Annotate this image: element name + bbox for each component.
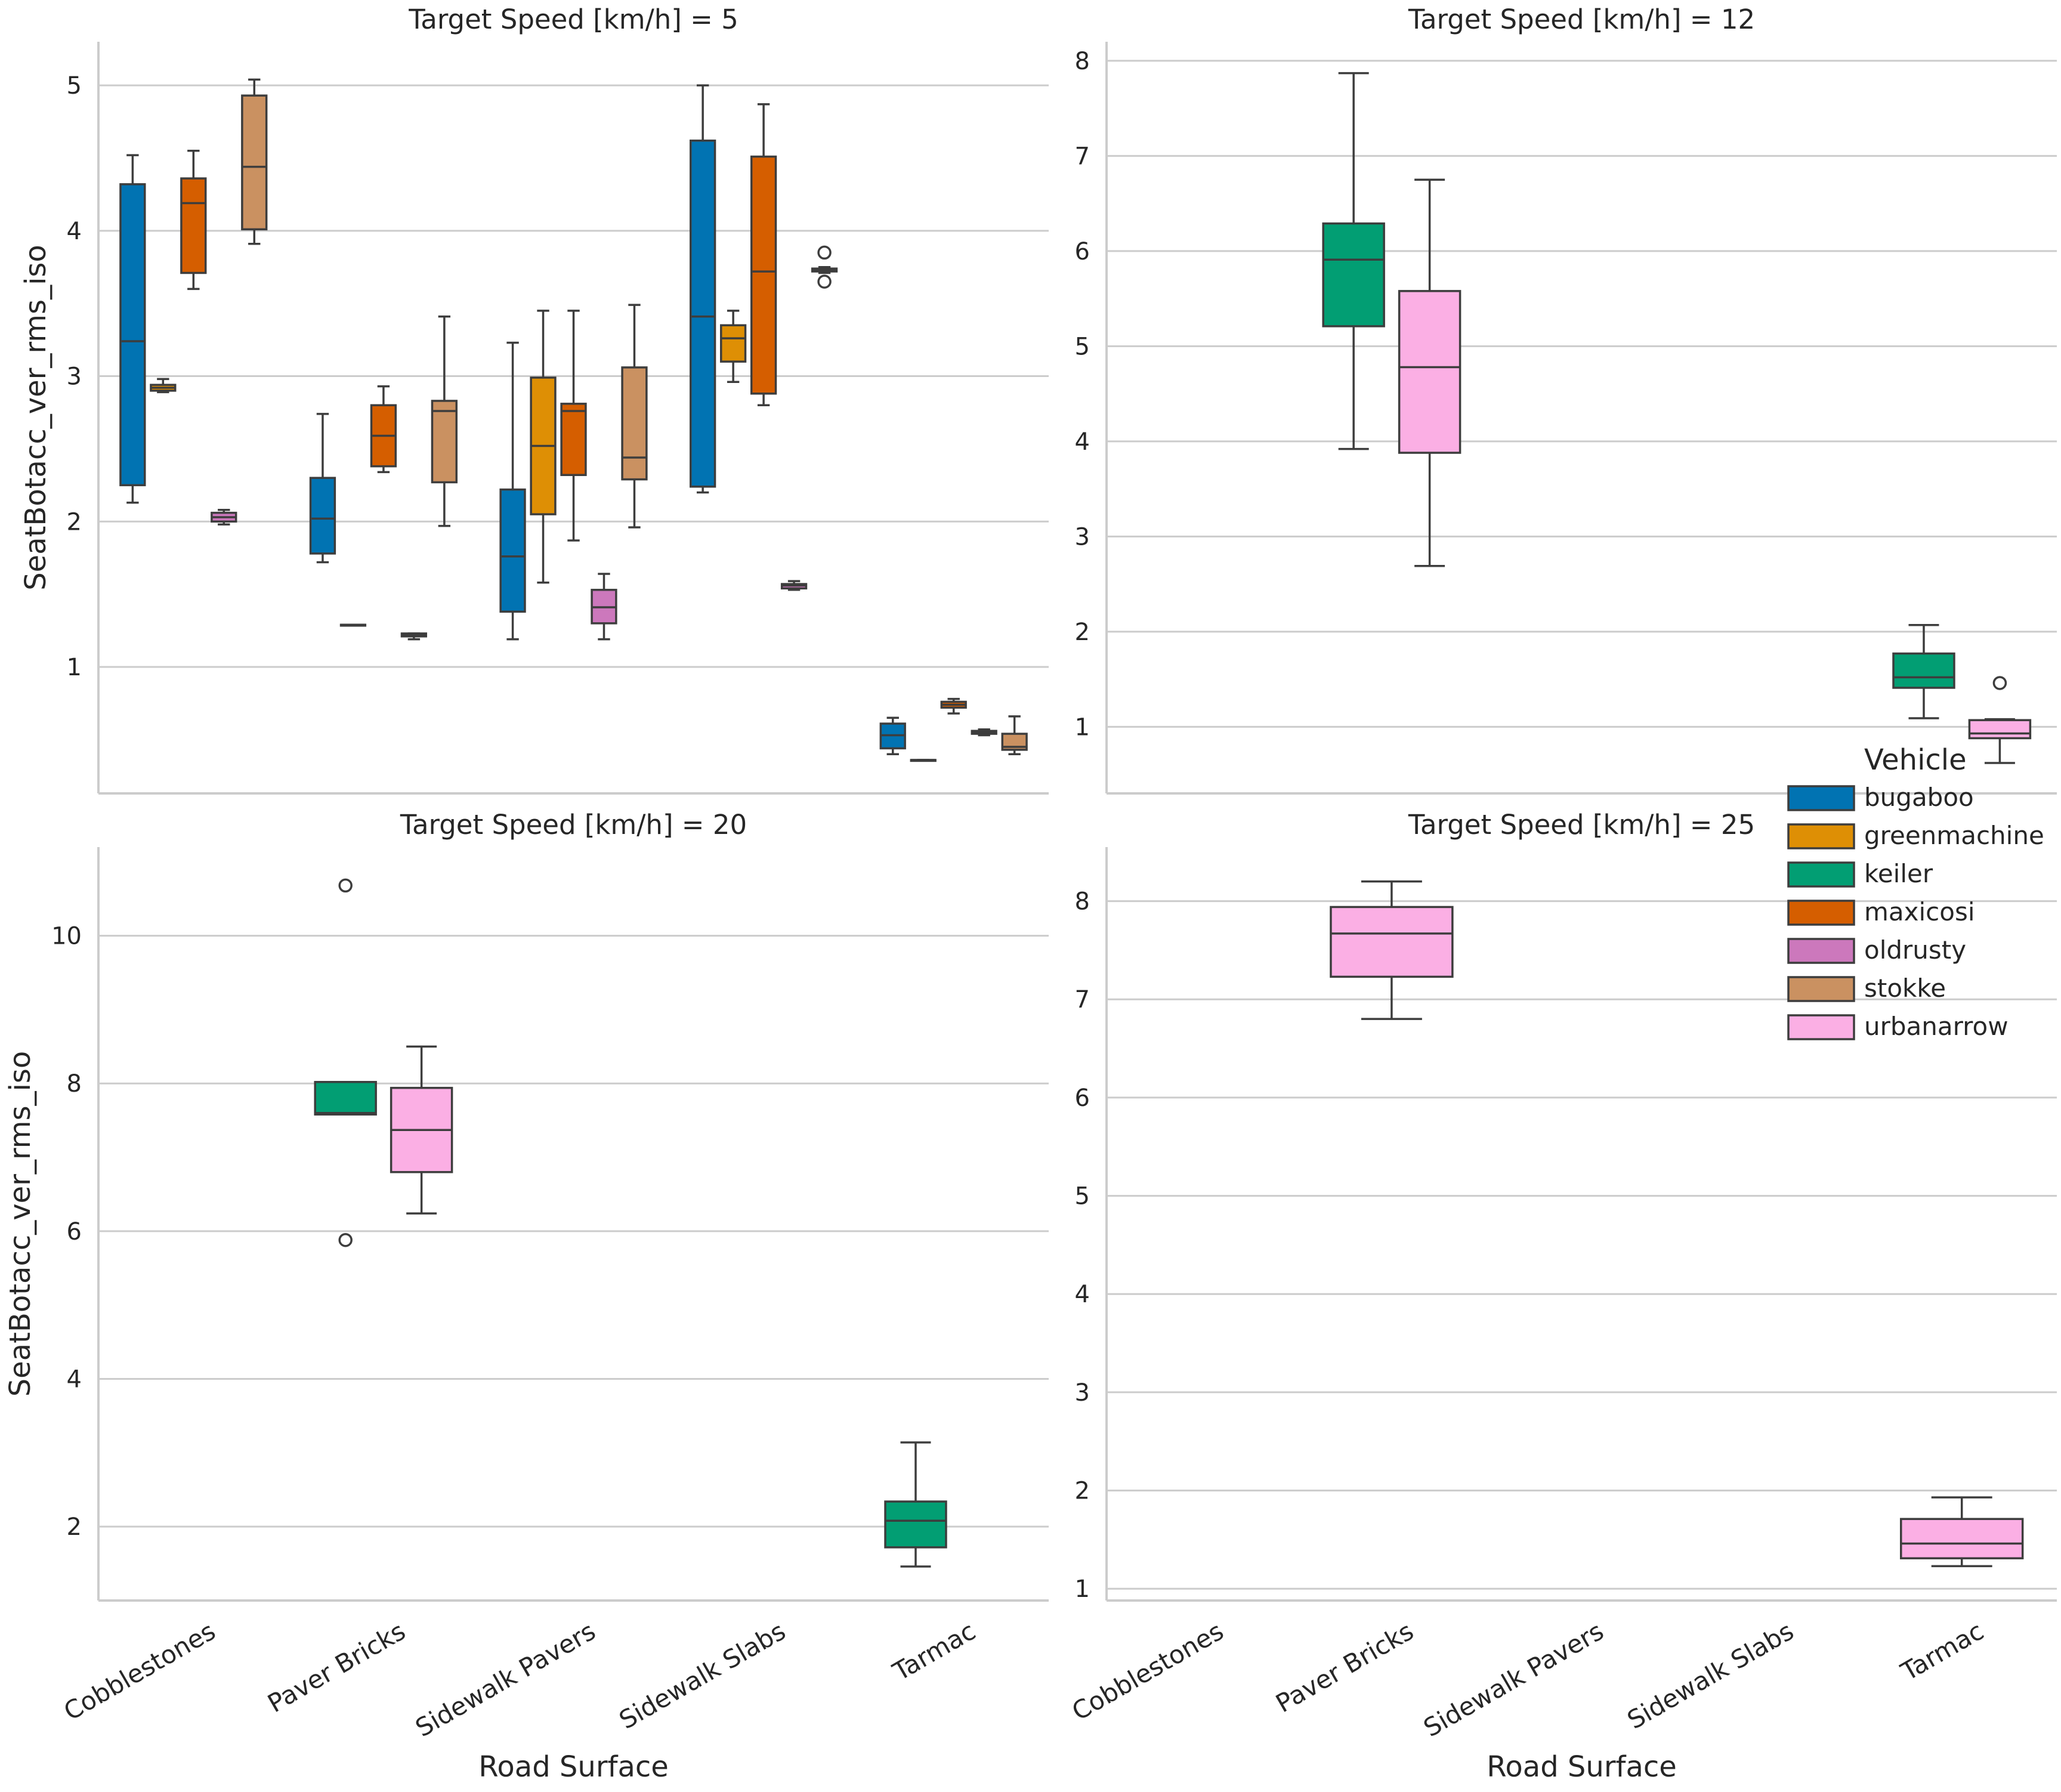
legend-label-bugaboo: bugaboo bbox=[1864, 783, 1974, 812]
x-tick-label: Paver Bricks bbox=[262, 1616, 410, 1718]
legend-swatch-maxicosi bbox=[1787, 900, 1855, 926]
box-bugaboo-iqr bbox=[119, 183, 146, 487]
x-tick-label: Sidewalk Slabs bbox=[1623, 1616, 1799, 1735]
legend-swatch-urbanarrow bbox=[1787, 1014, 1855, 1040]
box-keiler-iqr bbox=[1322, 222, 1385, 327]
legend-swatch-oldrusty bbox=[1787, 938, 1855, 964]
y-tick-label: 8 bbox=[1075, 48, 1090, 75]
box-maxicosi-iqr bbox=[180, 177, 207, 274]
legend-title: Vehicle bbox=[1864, 743, 1967, 777]
facet-title: Target Speed [km/h] = 25 bbox=[1408, 809, 1755, 841]
box-urbanarrow-outlier bbox=[1992, 676, 2007, 690]
legend-swatch-greenmachine bbox=[1787, 823, 1855, 849]
legend-swatch-bugaboo bbox=[1787, 785, 1855, 811]
box-maxicosi-iqr bbox=[560, 403, 587, 477]
box-stokke-iqr bbox=[241, 94, 268, 231]
y-tick-label: 3 bbox=[1075, 1379, 1090, 1407]
x-tick-label: Sidewalk Slabs bbox=[614, 1616, 790, 1735]
box-urbanarrow-iqr bbox=[1968, 719, 2032, 740]
box-bugaboo-iqr bbox=[309, 477, 336, 555]
box-bugaboo-iqr bbox=[499, 488, 526, 613]
x-tick-label: Tarmac bbox=[888, 1616, 981, 1686]
y-tick-label: 2 bbox=[1075, 619, 1090, 646]
x-tick-label: Sidewalk Pavers bbox=[410, 1616, 600, 1742]
box-stokke-iqr bbox=[621, 366, 648, 481]
x-tick-label: Paver Bricks bbox=[1271, 1616, 1419, 1718]
y-tick-label: 4 bbox=[67, 218, 82, 245]
y-tick-label: 1 bbox=[67, 654, 82, 681]
y-tick-label: 4 bbox=[1075, 428, 1090, 456]
y-tick-label: 8 bbox=[67, 1070, 82, 1098]
box-stokke-outlier bbox=[817, 274, 832, 289]
y-tick-label: 6 bbox=[1075, 238, 1090, 265]
box-greenmachine-iqr bbox=[719, 324, 747, 363]
y-tick-label: 4 bbox=[67, 1366, 82, 1394]
legend-label-greenmachine: greenmachine bbox=[1864, 821, 2044, 850]
box-stokke-outlier bbox=[817, 245, 832, 260]
x-axis-label: Road Surface bbox=[1487, 1750, 1677, 1784]
box-keiler-iqr bbox=[884, 1500, 947, 1549]
y-tick-label: 3 bbox=[67, 363, 82, 391]
x-tick-label: Cobblestones bbox=[59, 1616, 221, 1726]
box-urbanarrow-iqr bbox=[1330, 906, 1454, 978]
box-urbanarrow-iqr bbox=[1398, 290, 1461, 454]
y-tick-label: 5 bbox=[1075, 1183, 1090, 1210]
x-tick-label: Cobblestones bbox=[1067, 1616, 1229, 1726]
y-tick-label: 3 bbox=[1075, 523, 1090, 551]
box-bugaboo-iqr bbox=[690, 139, 716, 488]
x-tick-label: Tarmac bbox=[1896, 1616, 1989, 1686]
x-axis-label: Road Surface bbox=[478, 1750, 669, 1784]
y-tick-label: 2 bbox=[67, 1513, 82, 1541]
y-tick-label: 7 bbox=[1075, 143, 1090, 170]
y-axis-label: SeatBotacc_ver_rms_iso bbox=[4, 1051, 37, 1397]
box-maxicosi-iqr bbox=[750, 155, 777, 395]
facet-title: Target Speed [km/h] = 5 bbox=[408, 4, 739, 35]
y-tick-label: 2 bbox=[1075, 1478, 1090, 1505]
y-tick-label: 10 bbox=[51, 923, 82, 950]
x-tick-label: Sidewalk Pavers bbox=[1419, 1616, 1608, 1742]
box-keiler-iqr bbox=[314, 1081, 377, 1116]
facet-title: Target Speed [km/h] = 12 bbox=[1408, 4, 1755, 35]
y-tick-label: 1 bbox=[1075, 713, 1090, 741]
y-tick-label: 4 bbox=[1075, 1281, 1090, 1308]
y-tick-label: 2 bbox=[67, 508, 82, 536]
box-keiler-iqr bbox=[1892, 652, 1955, 689]
y-tick-label: 5 bbox=[1075, 333, 1090, 360]
y-tick-label: 6 bbox=[1075, 1085, 1090, 1112]
box-keiler-outlier bbox=[338, 1232, 353, 1247]
facet-title: Target Speed [km/h] = 20 bbox=[400, 809, 747, 841]
legend-label-maxicosi: maxicosi bbox=[1864, 897, 1975, 926]
y-tick-label: 5 bbox=[67, 72, 82, 100]
legend-label-oldrusty: oldrusty bbox=[1864, 935, 1966, 965]
box-stokke-iqr bbox=[431, 400, 458, 484]
box-keiler-outlier bbox=[338, 878, 353, 893]
y-tick-label: 7 bbox=[1075, 986, 1090, 1014]
y-tick-label: 6 bbox=[67, 1218, 82, 1246]
legend-label-urbanarrow: urbanarrow bbox=[1864, 1012, 2009, 1041]
y-tick-label: 8 bbox=[1075, 888, 1090, 916]
y-axis-label: SeatBotacc_ver_rms_iso bbox=[19, 245, 52, 591]
legend-label-keiler: keiler bbox=[1864, 859, 1933, 888]
legend-swatch-stokke bbox=[1787, 976, 1855, 1002]
legend-swatch-keiler bbox=[1787, 861, 1855, 888]
y-tick-label: 1 bbox=[1075, 1575, 1090, 1603]
legend-label-stokke: stokke bbox=[1864, 974, 1946, 1003]
box-urbanarrow-iqr bbox=[1899, 1518, 2024, 1559]
